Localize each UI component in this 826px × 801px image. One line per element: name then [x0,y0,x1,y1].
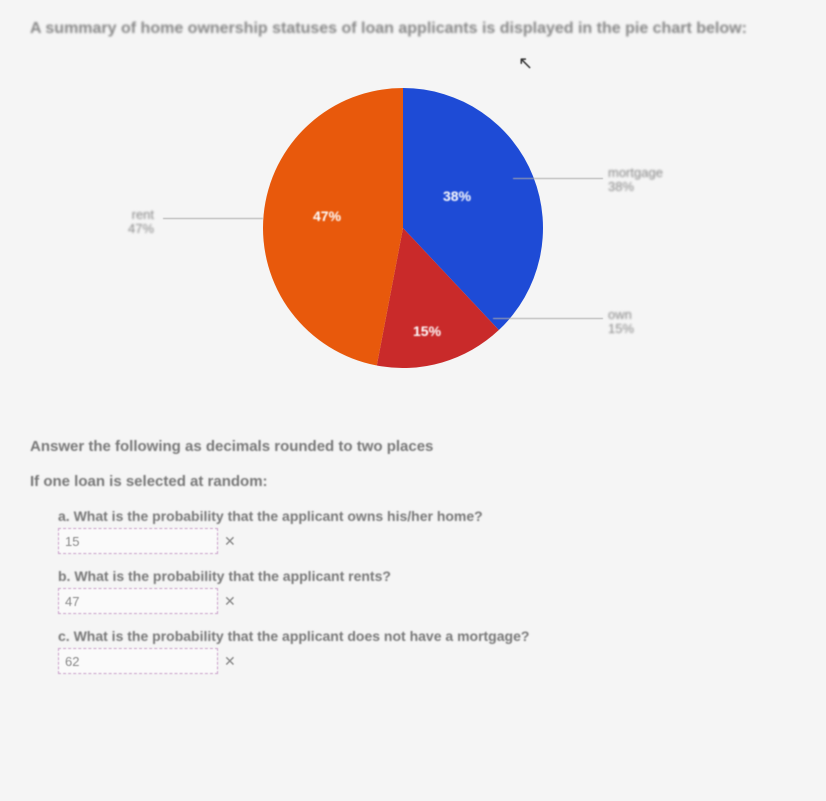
legend-line-rent [163,218,263,219]
pie-chart-area: ↖ 38% 15% 47% mortgage 38% own 15% rent … [113,58,713,418]
question-c-letter: c. [58,628,70,644]
legend-own-value: 15% [608,321,634,336]
slice-label-mortgage: 38% [443,188,471,204]
question-a-prompt: What is the probability that the applica… [74,508,483,524]
questions-section: Answer the following as decimals rounded… [30,438,796,674]
legend-line-mortgage [513,178,603,179]
legend-rent-label: rent [132,207,154,222]
instruction-text: Answer the following as decimals rounded… [30,438,796,455]
slice-label-rent: 47% [313,208,341,224]
legend-own: own 15% [608,308,634,337]
question-a: a. What is the probability that the appl… [58,508,796,554]
question-a-letter: a. [58,508,70,524]
answer-input-c[interactable] [58,648,218,674]
legend-rent: rent 47% [128,208,154,237]
legend-mortgage-label: mortgage [608,165,663,180]
legend-line-own [493,318,603,319]
question-c-prompt: What is the probability that the applica… [74,628,530,644]
question-a-text: a. What is the probability that the appl… [58,508,796,524]
sub-instruction-text: If one loan is selected at random: [30,473,796,490]
legend-own-label: own [608,307,632,322]
pie-svg [263,88,543,368]
clear-icon[interactable]: ✕ [224,533,236,550]
question-b: b. What is the probability that the appl… [58,568,796,614]
clear-icon[interactable]: ✕ [224,653,236,670]
answer-input-a[interactable] [58,528,218,554]
cursor-icon: ↖ [518,53,533,74]
question-c-text: c. What is the probability that the appl… [58,628,796,644]
clear-icon[interactable]: ✕ [224,593,236,610]
pie-slice-rent [263,88,403,366]
answer-input-b[interactable] [58,588,218,614]
question-c: c. What is the probability that the appl… [58,628,796,674]
question-b-text: b. What is the probability that the appl… [58,568,796,584]
pie-chart: 38% 15% 47% [263,88,543,368]
legend-mortgage: mortgage 38% [608,166,663,195]
slice-label-own: 15% [413,323,441,339]
legend-mortgage-value: 38% [608,179,634,194]
question-b-letter: b. [58,568,70,584]
intro-text: A summary of home ownership statuses of … [30,20,796,38]
question-b-prompt: What is the probability that the applica… [74,568,391,584]
legend-rent-value: 47% [128,221,154,236]
